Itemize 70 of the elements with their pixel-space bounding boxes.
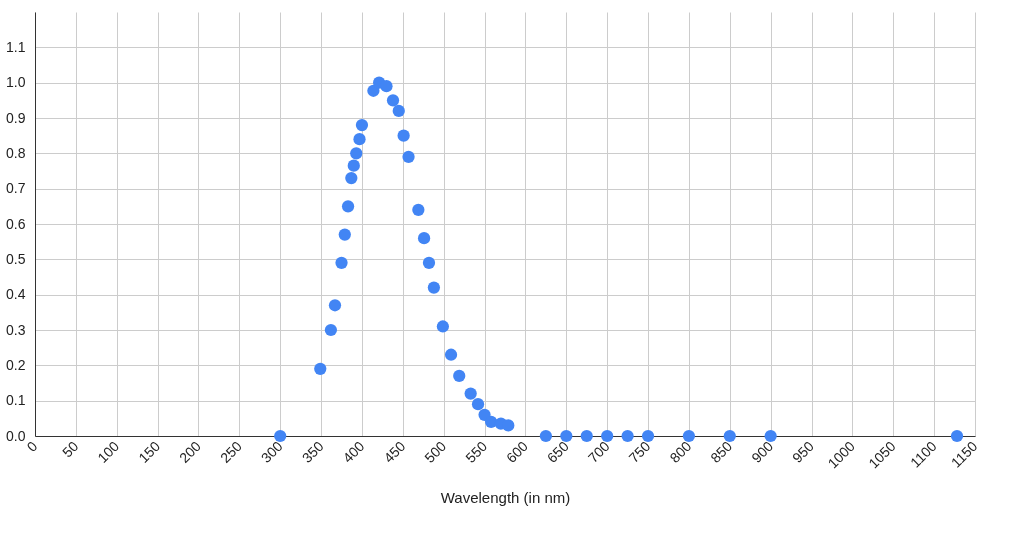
point <box>417 232 431 245</box>
point <box>453 369 466 383</box>
point <box>324 323 338 337</box>
x-tick-label: 550 <box>462 437 491 466</box>
point <box>471 398 485 411</box>
point <box>347 159 360 172</box>
x-tick-label: 50 <box>58 437 82 461</box>
x-tick-label: 200 <box>176 437 205 466</box>
point <box>345 171 358 185</box>
y-tick-label: 0.3 <box>6 321 26 338</box>
point <box>502 419 515 432</box>
x-tick-label: 300 <box>257 437 286 466</box>
point <box>350 147 363 160</box>
x-tick-label: 650 <box>543 437 572 466</box>
x-tick-label: 600 <box>503 437 532 466</box>
point <box>341 200 355 213</box>
y-tick-label: 0.1 <box>6 392 26 409</box>
x-tick-label: 150 <box>135 437 164 466</box>
x-tick-label: 450 <box>380 437 409 466</box>
point <box>601 429 614 443</box>
y-tick-label: 0.5 <box>6 250 26 267</box>
point <box>355 118 369 132</box>
y-tick-label: 1.0 <box>6 74 26 91</box>
point <box>338 228 351 241</box>
point <box>353 133 366 146</box>
point <box>380 80 393 93</box>
y-tick-label: 0.9 <box>6 109 26 126</box>
x-tick-label: 900 <box>748 437 777 466</box>
point <box>444 348 458 361</box>
point <box>539 429 552 443</box>
x-tick-label: 400 <box>339 437 368 466</box>
point <box>412 203 425 216</box>
y-tick-label: 0.4 <box>6 286 26 303</box>
y-tick-label: 0.0 <box>6 427 26 444</box>
x-tick-label: 250 <box>216 437 245 466</box>
point <box>723 429 736 443</box>
y-tick-label: 0.6 <box>6 215 26 232</box>
x-tick-label: 800 <box>666 437 695 466</box>
point <box>764 429 777 443</box>
point <box>314 362 327 375</box>
point <box>328 299 342 312</box>
y-tick-label: 0.2 <box>6 356 26 373</box>
point <box>484 415 498 428</box>
point <box>402 150 415 163</box>
x-tick-label: 350 <box>298 437 327 466</box>
point <box>950 429 964 443</box>
y-tick-label: 1.1 <box>6 38 26 55</box>
point <box>422 256 436 269</box>
point <box>335 256 348 269</box>
point <box>274 429 287 443</box>
point <box>392 104 405 118</box>
point <box>436 320 449 333</box>
point <box>464 387 477 400</box>
point <box>386 94 400 107</box>
point <box>641 429 655 443</box>
point <box>580 429 593 443</box>
x-tick-label: 950 <box>789 437 818 466</box>
y-tick-label: 0.8 <box>6 144 26 161</box>
x-tick-label: 850 <box>707 437 736 466</box>
x-axis-title: Wavelength (in nm) <box>440 489 571 507</box>
point <box>682 429 696 443</box>
point <box>621 429 634 443</box>
x-tick-label: 700 <box>584 437 613 466</box>
point <box>397 129 410 142</box>
y-tick-label: 0.7 <box>6 180 26 197</box>
x-tick-label: 100 <box>94 437 123 466</box>
x-tick-label: 750 <box>625 437 654 466</box>
point <box>560 429 573 443</box>
x-tick-label: 500 <box>421 437 450 466</box>
point <box>427 281 441 294</box>
